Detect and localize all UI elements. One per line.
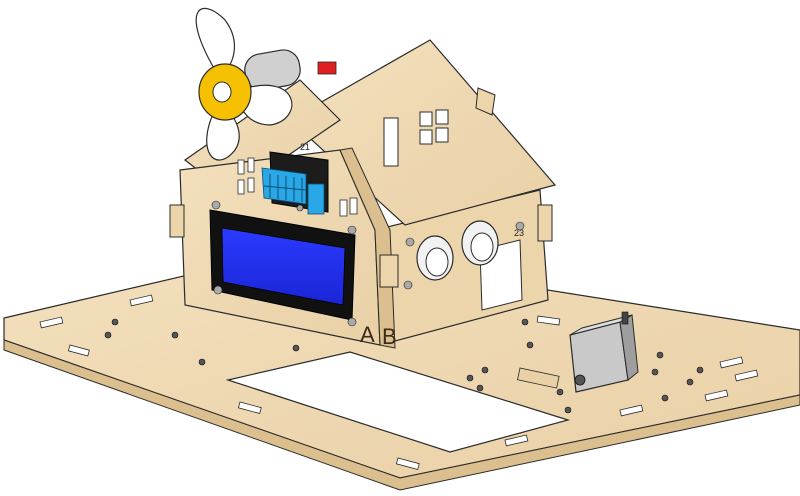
base-slot (536, 315, 561, 326)
base-slot (719, 356, 744, 369)
front-vents (237, 157, 358, 217)
base-slot (704, 389, 729, 402)
servo-motor (569, 311, 639, 393)
base-slot (734, 369, 759, 382)
lcd-module (209, 200, 357, 327)
base-slot (39, 316, 64, 329)
temp-humidity-sensor: 21 (261, 142, 329, 215)
base-slot (67, 344, 90, 357)
front-tab (379, 254, 399, 288)
base-slot (504, 434, 529, 447)
lcd-screen (221, 227, 346, 306)
front-tab (169, 204, 185, 238)
fan-blade (195, 7, 235, 73)
base-screws (104, 318, 704, 414)
panel-label-a: A (360, 322, 375, 347)
gable-window (383, 109, 449, 167)
ultrasonic-sensor: 23 (403, 220, 525, 290)
base-cutout (225, 351, 571, 453)
front-tab (537, 204, 553, 242)
part-number-label: 21 (300, 142, 310, 152)
base-slot (619, 404, 644, 417)
fan-assembly (195, 7, 337, 161)
base-slot (237, 401, 262, 414)
base-slot (517, 367, 560, 389)
part-number-label: 23 (514, 228, 524, 238)
base-slot (395, 457, 420, 470)
panel-label-b: B (382, 324, 397, 349)
red-switch (317, 61, 337, 75)
base-slot (129, 294, 154, 307)
